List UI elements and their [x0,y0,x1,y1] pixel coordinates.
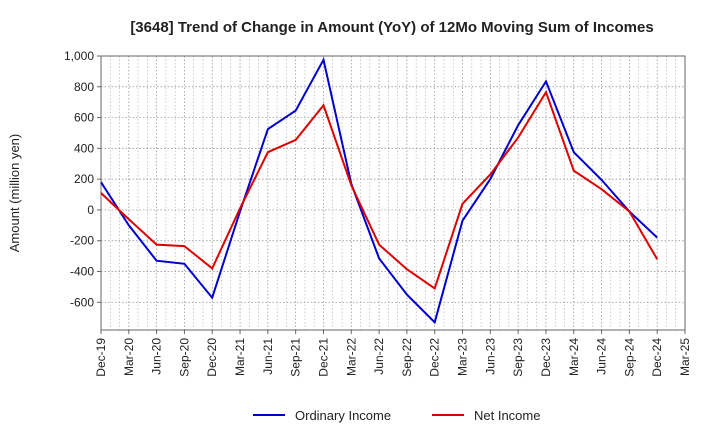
y-tick-label: 600 [74,111,94,125]
x-tick-label: Jun-23 [483,338,497,375]
plot-area-border [100,55,686,331]
x-axis: Dec-19 Mar-20 Jun-20 Sep-20 Dec-20 Mar-21 Jun-… [94,330,692,377]
x-tick-label: Mar-23 [456,338,470,376]
y-tick-label: 1,000 [64,49,94,63]
x-tick-label: Mar-21 [233,338,247,376]
x-tick-label: Mar-25 [678,338,692,376]
x-tick-label: Dec-24 [650,338,664,377]
y-tick-label: 200 [74,172,94,186]
y-tick-label: -400 [70,265,94,279]
grid [100,55,686,330]
y-tick-label: -600 [70,295,94,309]
x-tick-label: Dec-19 [94,338,108,377]
legend-label: Net Income [474,408,540,423]
legend: Ordinary Income Net Income [253,408,540,423]
x-tick-label: Jun-24 [595,338,609,375]
x-tick-label: Jun-21 [261,338,275,375]
chart-title: [3648] Trend of Change in Amount (YoY) o… [130,19,653,36]
x-tick-label: Sep-22 [400,338,414,377]
x-tick-label: Jun-22 [372,338,386,375]
y-axis-label: Amount (million yen) [7,134,22,253]
series-line-1 [100,89,659,290]
x-tick-label: Dec-21 [316,338,330,377]
y-tick-label: 400 [74,141,94,155]
x-tick-label: Sep-24 [622,338,636,377]
x-tick-label: Dec-22 [428,338,442,377]
series-lines [100,56,659,325]
x-tick-label: Dec-20 [205,338,219,377]
x-tick-label: Sep-20 [177,338,191,377]
x-tick-label: Sep-23 [511,338,525,377]
x-tick-label: Dec-23 [539,338,553,377]
y-tick-label: 0 [87,203,94,217]
x-tick-label: Mar-20 [122,338,136,376]
y-tick-label: 800 [74,80,94,94]
x-tick-label: Sep-21 [289,338,303,377]
y-axis: 1,000 800 600 400 200 0 -200 -400 -600 [64,49,101,309]
x-tick-label: Jun-20 [150,338,164,375]
legend-label: Ordinary Income [295,408,391,423]
y-tick-label: -200 [70,234,94,248]
series-line-0 [100,56,658,325]
x-tick-label: Mar-22 [344,338,358,376]
x-tick-label: Mar-24 [567,338,581,376]
